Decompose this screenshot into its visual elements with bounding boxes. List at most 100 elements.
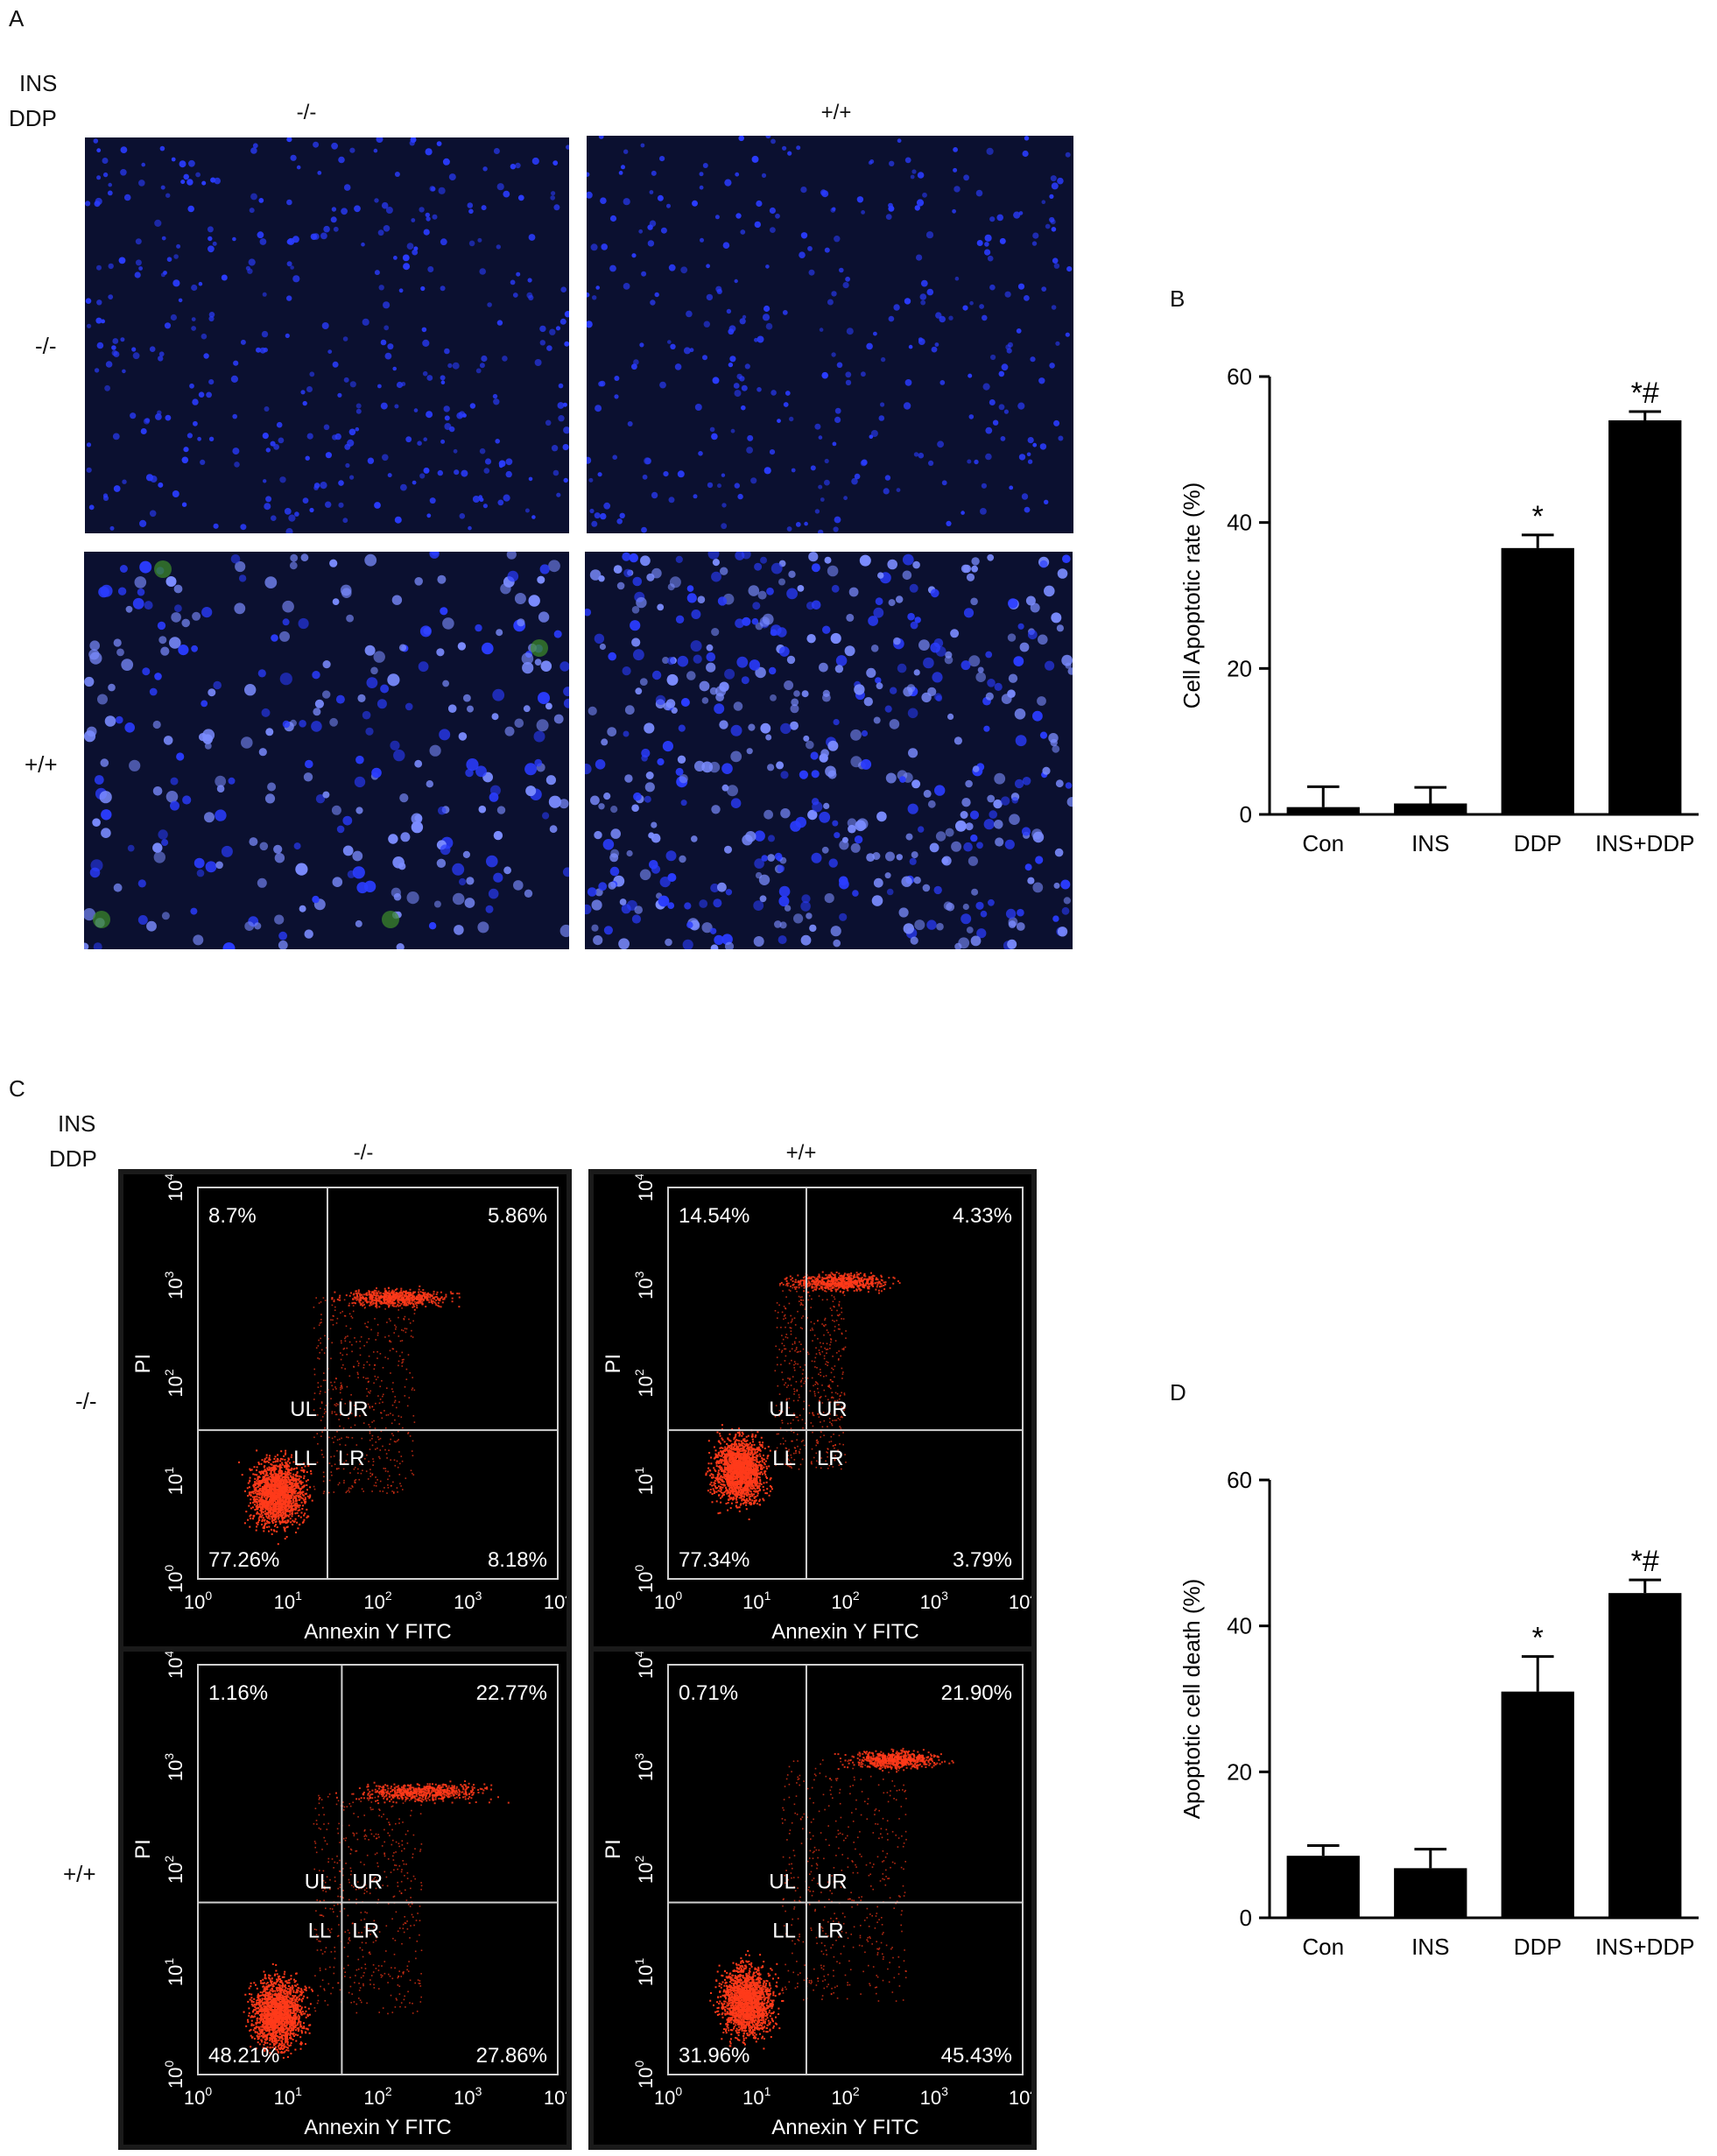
x-tick-label: 102 xyxy=(831,2084,859,2109)
quadrant-name-ll: LL xyxy=(772,1919,796,1942)
y-tick-label: 100 xyxy=(162,1565,186,1593)
quadrant-name-ll: LL xyxy=(772,1447,796,1470)
micrograph-ins-pos-ddp-neg xyxy=(84,552,569,949)
quadrant-name-ll: LL xyxy=(293,1447,317,1470)
x-tick-label: 104 xyxy=(1009,1589,1031,1613)
panel-a-row-label-1: -/- xyxy=(35,333,57,359)
panel-a-col-label-2: +/+ xyxy=(820,101,852,124)
quadrant-name-ur: UR xyxy=(338,1398,369,1421)
y-tick-label: 104 xyxy=(162,1652,186,1679)
x-tick-label: 101 xyxy=(742,1589,771,1613)
bar-ins-ddp xyxy=(1608,1593,1682,1918)
quadrant-name-ul: UL xyxy=(290,1398,317,1421)
panel-a-col-label-1: -/- xyxy=(296,101,317,124)
panel-a-row-label-2: +/+ xyxy=(25,751,58,778)
panel-c-ins-label: INS xyxy=(58,1110,96,1137)
significance-marker: * xyxy=(1532,500,1544,533)
quadrant-value-lr: 45.43% xyxy=(941,2044,1012,2068)
quadrant-name-lr: LR xyxy=(817,1919,844,1942)
y-tick-label: 103 xyxy=(632,1753,657,1781)
y-tick-label: 100 xyxy=(632,2061,657,2089)
category-label: Con xyxy=(1302,830,1344,856)
panel-c-ddp-label: DDP xyxy=(49,1145,97,1172)
x-tick-label: 103 xyxy=(920,2084,948,2109)
y-tick-label: 101 xyxy=(632,1467,657,1495)
quadrant-name-ll: LL xyxy=(308,1919,332,1942)
y-tick-label: 102 xyxy=(162,1369,186,1397)
quadrant-value-ur: 4.33% xyxy=(953,1204,1012,1228)
y-tick-label: 0 xyxy=(1240,1905,1252,1931)
x-axis-label: Annexin Y FITC xyxy=(304,1620,452,1644)
quadrant-name-ur: UR xyxy=(352,1870,383,1893)
x-tick-label: 102 xyxy=(363,1589,391,1613)
panel-a-label: A xyxy=(9,5,25,32)
bar-ins-ddp xyxy=(1608,420,1682,814)
x-tick-label: 100 xyxy=(654,2084,682,2109)
category-label: DDP xyxy=(1514,830,1562,856)
quadrant-name-lr: LR xyxy=(817,1447,844,1470)
y-tick-label: 104 xyxy=(632,1174,657,1201)
x-tick-label: 100 xyxy=(184,2084,212,2109)
flow-plot-ins-neg-ddp-pos: 14.54% 4.33% 77.34% 3.79% UL UR LL LR 100 101 102 1… xyxy=(588,1169,1037,1654)
quadrant-value-ll: 31.96% xyxy=(679,2044,749,2068)
y-axis-label: Cell Apoptotic rate (%) xyxy=(1179,483,1205,709)
quadrant-name-ul: UL xyxy=(769,1398,796,1421)
flow-plot-ins-pos-ddp-pos: 0.71% 21.90% 31.96% 45.43% UL UR LL LR 100 101 102… xyxy=(588,1646,1037,2150)
quadrant-name-lr: LR xyxy=(338,1447,365,1470)
significance-marker: *# xyxy=(1631,1545,1659,1578)
bar-ddp xyxy=(1501,547,1574,814)
quadrant-value-ul: 14.54% xyxy=(679,1204,749,1228)
y-tick-label: 20 xyxy=(1227,655,1252,681)
x-axis-label: Annexin Y FITC xyxy=(304,2116,452,2139)
y-tick-label: 40 xyxy=(1227,510,1252,536)
y-tick-label: 101 xyxy=(162,1467,186,1495)
y-axis-label: PI xyxy=(602,1839,625,1859)
panel-c-label: C xyxy=(9,1075,25,1102)
quadrant-name-lr: LR xyxy=(352,1919,379,1942)
micrograph-ins-pos-ddp-pos xyxy=(585,552,1073,949)
panel-a-ins-label: INS xyxy=(19,70,58,96)
category-label: INS xyxy=(1411,1934,1449,1960)
bar-chart-apoptotic-rate: 0 20 40 60 Cell Apoptotic rate (%) Con INS DDP *… xyxy=(1156,350,1716,876)
y-axis-label: Apoptotic cell death (%) xyxy=(1179,1579,1205,1820)
x-tick-label: 101 xyxy=(742,2084,771,2109)
x-tick-label: 101 xyxy=(274,2084,302,2109)
y-axis-label: PI xyxy=(131,1354,155,1374)
panel-d-label: D xyxy=(1170,1379,1186,1406)
y-tick-label: 104 xyxy=(162,1174,186,1201)
x-tick-label: 102 xyxy=(831,1589,859,1613)
y-tick-label: 0 xyxy=(1240,801,1252,828)
y-tick-label: 100 xyxy=(632,1565,657,1593)
x-tick-label: 101 xyxy=(274,1589,302,1613)
quadrant-value-ll: 48.21% xyxy=(208,2044,279,2068)
category-label: Con xyxy=(1302,1934,1344,1960)
panel-c-col-label-1: -/- xyxy=(353,1141,374,1165)
quadrant-value-ll: 77.34% xyxy=(679,1548,749,1572)
y-tick-label: 104 xyxy=(632,1652,657,1679)
y-tick-label: 102 xyxy=(162,1856,186,1884)
y-tick-label: 60 xyxy=(1227,363,1252,390)
quadrant-value-ul: 8.7% xyxy=(208,1204,257,1228)
x-tick-label: 102 xyxy=(363,2084,391,2109)
x-tick-label: 104 xyxy=(544,2084,566,2109)
quadrant-name-ur: UR xyxy=(817,1398,848,1421)
bar-ddp xyxy=(1501,1691,1574,1918)
micrograph-ins-neg-ddp-neg xyxy=(85,137,569,533)
bar-ins xyxy=(1394,803,1467,814)
significance-marker: * xyxy=(1532,1622,1544,1655)
y-tick-label: 101 xyxy=(162,1958,186,1986)
panel-b-label: B xyxy=(1170,285,1186,312)
x-tick-label: 104 xyxy=(1009,2084,1031,2109)
quadrant-value-ur: 5.86% xyxy=(488,1204,547,1228)
quadrant-value-ur: 22.77% xyxy=(476,1681,547,1705)
quadrant-value-ul: 0.71% xyxy=(679,1681,738,1705)
y-tick-label: 40 xyxy=(1227,1613,1252,1639)
y-tick-label: 60 xyxy=(1227,1467,1252,1493)
quadrant-name-ur: UR xyxy=(817,1870,848,1893)
category-label: INS+DDP xyxy=(1595,830,1694,856)
flow-plot-ins-neg-ddp-neg: 8.7% 5.86% 77.26% 8.18% UL UR LL LR 100 101 102 103… xyxy=(118,1169,572,1654)
category-label: INS xyxy=(1411,830,1449,856)
quadrant-value-lr: 3.79% xyxy=(953,1548,1012,1572)
y-tick-label: 101 xyxy=(632,1958,657,1986)
quadrant-name-ul: UL xyxy=(769,1870,796,1893)
